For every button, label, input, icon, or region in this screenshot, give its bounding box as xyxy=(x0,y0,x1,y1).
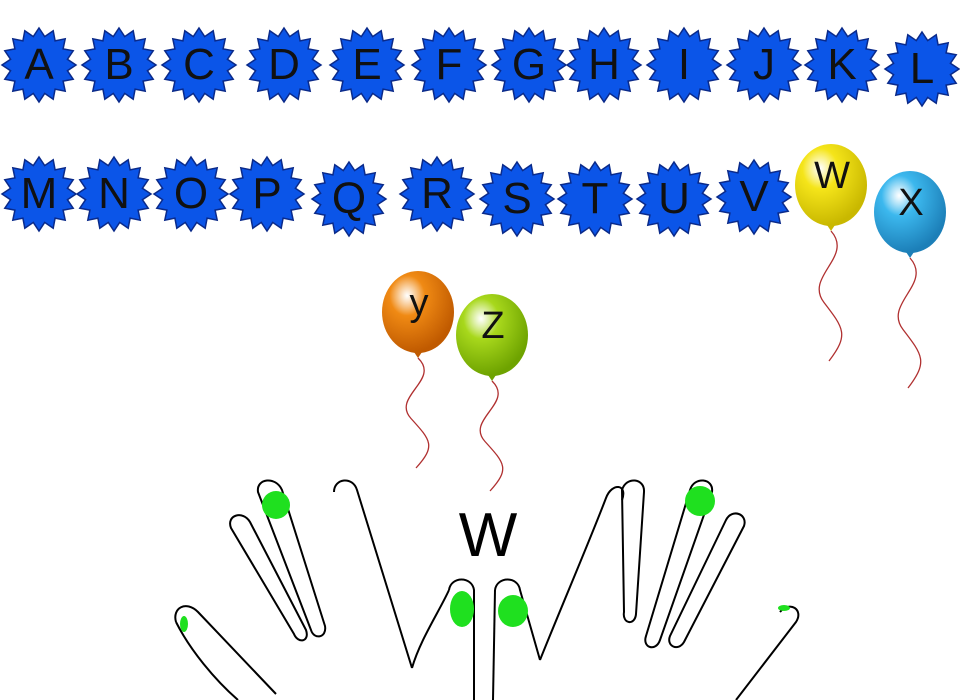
letter-star-label: R xyxy=(421,169,453,218)
letter-star-label: C xyxy=(183,40,215,89)
letter-star-t[interactable]: T xyxy=(556,160,634,238)
starburst-icon xyxy=(410,26,488,104)
right-hand-icon xyxy=(492,479,800,700)
letter-star-n[interactable]: N xyxy=(75,155,153,233)
letter-star-label: U xyxy=(658,174,690,223)
starburst-icon xyxy=(228,155,306,233)
left-hand-icon xyxy=(174,479,475,700)
letter-star-label: D xyxy=(268,40,300,89)
balloon-y-icon xyxy=(382,271,454,469)
letter-star-label: T xyxy=(581,174,609,223)
letter-star-q[interactable]: Q xyxy=(310,160,388,238)
left-index-finger-marker xyxy=(450,591,474,627)
starburst-icon xyxy=(0,155,78,233)
starburst-icon xyxy=(0,26,78,104)
starburst-icon xyxy=(398,155,476,233)
letter-star-label: B xyxy=(104,40,134,89)
letter-star-label: L xyxy=(909,44,935,93)
starburst-icon xyxy=(715,158,793,236)
letter-star-s[interactable]: S xyxy=(478,160,556,238)
right-pinky-finger-marker xyxy=(778,605,790,611)
letter-star-label: M xyxy=(20,169,58,218)
target-letter: W xyxy=(458,501,518,570)
letter-star-j[interactable]: J xyxy=(725,26,803,104)
letter-star-label: N xyxy=(98,169,130,218)
balloon-z-icon xyxy=(456,294,528,492)
letter-star-label: K xyxy=(827,40,857,89)
letter-star-label: F xyxy=(435,40,463,89)
starburst-icon xyxy=(310,160,388,238)
letter-star-a[interactable]: A xyxy=(0,26,78,104)
starburst-icon xyxy=(478,160,556,238)
letter-star-l[interactable]: L xyxy=(883,30,960,108)
letter-star-label: G xyxy=(511,40,547,89)
letter-star-f[interactable]: F xyxy=(410,26,488,104)
letter-star-label: V xyxy=(739,172,769,221)
starburst-icon xyxy=(556,160,634,238)
letter-star-u[interactable]: U xyxy=(635,160,713,238)
letter-star-m[interactable]: M xyxy=(0,155,78,233)
letter-star-label: Q xyxy=(331,174,367,223)
letter-star-label: A xyxy=(24,40,54,89)
balloon-x-icon xyxy=(874,171,946,389)
letter-star-r[interactable]: R xyxy=(398,155,476,233)
starburst-icon xyxy=(803,26,881,104)
starburst-icon xyxy=(725,26,803,104)
letter-star-label: O xyxy=(173,169,209,218)
starburst-icon xyxy=(152,155,230,233)
starburst-icon xyxy=(565,26,643,104)
letter-star-o[interactable]: O xyxy=(152,155,230,233)
letter-star-k[interactable]: K xyxy=(803,26,881,104)
finger-markers xyxy=(180,486,790,632)
letter-star-i[interactable]: I xyxy=(645,26,723,104)
letter-star-label: S xyxy=(502,174,532,223)
starburst-icon xyxy=(245,26,323,104)
starburst-icon xyxy=(635,160,713,238)
letter-star-label: I xyxy=(677,40,691,89)
letter-star-d[interactable]: D xyxy=(245,26,323,104)
letter-star-label: P xyxy=(252,169,282,218)
starburst-icon xyxy=(328,26,406,104)
letter-star-label: E xyxy=(352,40,382,89)
letter-star-c[interactable]: C xyxy=(160,26,238,104)
right-ring-finger-marker xyxy=(685,486,715,516)
starburst-icon xyxy=(490,26,568,104)
balloon-w-icon xyxy=(795,144,867,362)
balloon-x-label: X xyxy=(898,182,924,224)
right-thumb-finger-marker xyxy=(498,595,528,627)
starburst-icon xyxy=(80,26,158,104)
starburst-icon xyxy=(883,30,960,108)
letter-star-e[interactable]: E xyxy=(328,26,406,104)
starburst-icon xyxy=(645,26,723,104)
balloon-z-label: Z xyxy=(481,305,505,347)
letter-star-label: H xyxy=(588,40,620,89)
letter-star-g[interactable]: G xyxy=(490,26,568,104)
left-ring-finger-marker xyxy=(262,491,290,519)
letter-star-p[interactable]: P xyxy=(228,155,306,233)
balloon-y-label: y xyxy=(409,282,429,324)
letter-star-h[interactable]: H xyxy=(565,26,643,104)
balloon-w-label: W xyxy=(814,155,850,197)
letter-star-b[interactable]: B xyxy=(80,26,158,104)
letter-star-v[interactable]: V xyxy=(715,158,793,236)
left-pinky-finger-marker xyxy=(180,616,188,632)
starburst-icon xyxy=(75,155,153,233)
starburst-icon xyxy=(160,26,238,104)
letter-star-label: J xyxy=(753,40,775,89)
